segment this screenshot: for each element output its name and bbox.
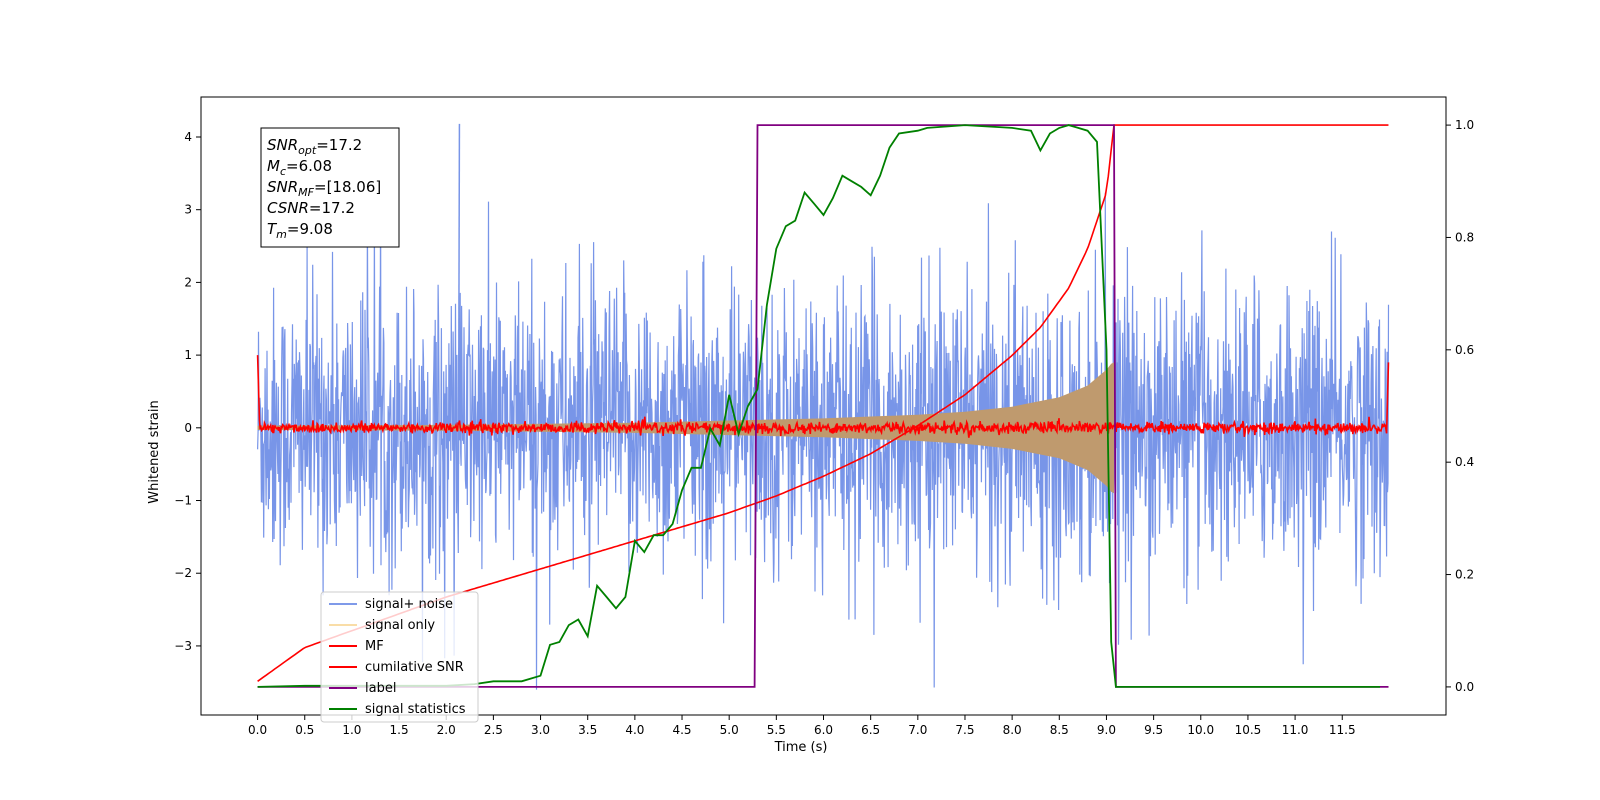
y-tick-label: 4	[184, 130, 192, 144]
x-tick-label: 11.0	[1282, 723, 1309, 737]
annotation-line: SNRopt=17.2	[267, 136, 362, 157]
x-tick-label: 8.0	[1003, 723, 1022, 737]
y2-tick-label: 0.2	[1455, 568, 1474, 582]
x-tick-label: 7.5	[955, 723, 974, 737]
mf-line	[256, 355, 1390, 438]
x-tick-label: 3.5	[578, 723, 597, 737]
legend: signal+ noise signal only MF cumilative SNR…	[320, 591, 479, 723]
x-tick-label: 7.0	[908, 723, 927, 737]
y2-tick-label: 0.6	[1455, 343, 1474, 357]
y-axis-ticks: 4 3 2 1 0 −1 −2 −3	[174, 130, 201, 653]
x-tick-label: 2.5	[484, 723, 503, 737]
y-tick-label: −3	[174, 639, 192, 653]
mf-trace	[256, 355, 1390, 438]
annotation-line: Tm=9.08	[267, 220, 333, 241]
y-tick-label: 0	[184, 421, 192, 435]
annotation-line: SNRMF=[18.06]	[267, 178, 381, 199]
legend-entry: signal statistics	[365, 702, 466, 717]
annotation-line: Mc=6.08	[267, 157, 332, 178]
x-axis-ticks: 0.0 0.5 1.0 1.5 2.0 2.5 3.0 3.5 4.0 4.5 5.0 5.5 6.0 6…	[248, 715, 1356, 737]
y-tick-label: 3	[184, 203, 192, 217]
x-tick-label: 11.5	[1329, 723, 1356, 737]
x-tick-label: 8.5	[1050, 723, 1069, 737]
x-tick-label: 0.5	[295, 723, 314, 737]
signal-noise-peak	[457, 123, 461, 465]
legend-frame	[320, 591, 479, 723]
x-tick-label: 4.0	[625, 723, 644, 737]
x-tick-label: 4.5	[672, 723, 691, 737]
y-tick-label: −1	[174, 494, 192, 508]
x-tick-label: 5.5	[767, 723, 786, 737]
y-tick-label: −2	[174, 566, 192, 580]
legend-entry: MF	[365, 639, 384, 654]
y-tick-label: 1	[184, 348, 192, 362]
signal-noise-line	[257, 164, 1390, 690]
y2-tick-label: 1.0	[1455, 118, 1474, 132]
x-tick-label: 5.0	[720, 723, 739, 737]
y2-axis-ticks: 1.0 0.8 0.6 0.4 0.2 0.0	[1446, 118, 1474, 694]
x-tick-label: 10.5	[1235, 723, 1262, 737]
signal-noise-trace	[257, 123, 1390, 690]
x-tick-label: 0.0	[248, 723, 267, 737]
x-tick-label: 1.0	[342, 723, 361, 737]
annotation-line: CSNR=17.2	[267, 199, 355, 217]
legend-entry: cumilative SNR	[365, 660, 464, 675]
x-tick-label: 2.0	[437, 723, 456, 737]
x-tick-label: 6.0	[814, 723, 833, 737]
x-tick-label: 9.5	[1144, 723, 1163, 737]
x-axis-label: Time (s)	[774, 740, 828, 755]
legend-entry: label	[365, 681, 396, 696]
signal-statistics-line	[257, 124, 1380, 688]
x-tick-label: 1.5	[390, 723, 409, 737]
x-tick-label: 10.0	[1187, 723, 1214, 737]
annotation-frame	[260, 127, 400, 248]
x-tick-label: 9.0	[1097, 723, 1116, 737]
x-tick-label: 6.5	[861, 723, 880, 737]
y-tick-label: 2	[184, 275, 192, 289]
snr-annotation-box: SNRopt=17.2Mc=6.08SNRMF=[18.06]CSNR=17.2…	[260, 127, 400, 248]
y2-tick-label: 0.0	[1455, 680, 1474, 694]
y2-tick-label: 0.4	[1455, 455, 1474, 469]
legend-entry: signal+ noise	[365, 597, 453, 612]
x-tick-label: 3.0	[531, 723, 550, 737]
legend-entry: signal only	[365, 618, 435, 633]
y2-tick-label: 0.8	[1455, 230, 1474, 244]
y-axis-label: Whitened strain	[147, 400, 162, 503]
